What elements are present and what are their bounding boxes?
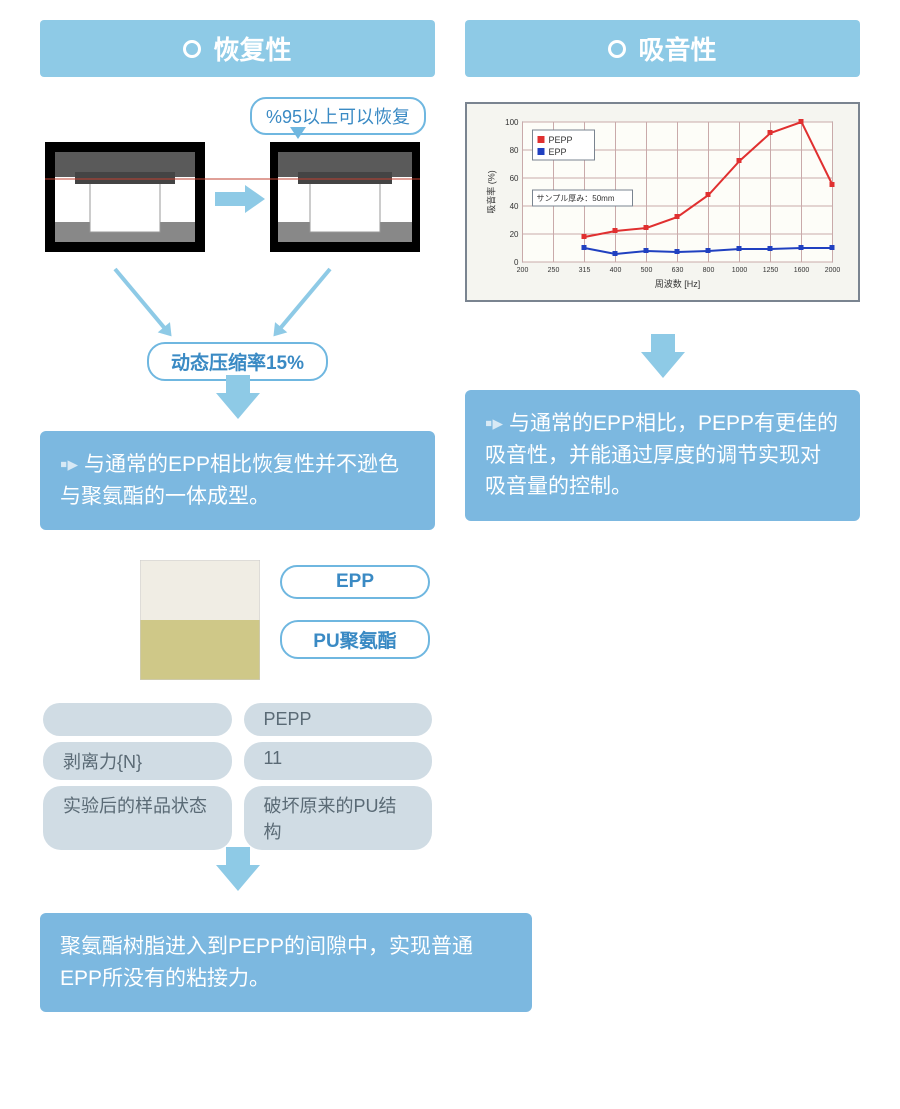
chart-sample-label: サンプル厚み：50mm [537, 194, 615, 203]
table-r2c1: 破坏原来的PU结构 [244, 786, 433, 850]
chart-ylabel: 吸音率 (%) [486, 170, 497, 214]
material-swatch-icon [140, 560, 260, 680]
svg-text:200: 200 [517, 267, 529, 274]
table-r2c0: 实验后的样品状态 [43, 786, 232, 850]
header-absorption: 吸音性 [465, 20, 860, 77]
arrow-diag-left-icon [113, 268, 167, 332]
right-description-box: ▪▸与通常的EPP相比，PEPP有更佳的吸音性，并能通过厚度的调节实现对吸音量的… [465, 390, 860, 521]
svg-text:20: 20 [510, 230, 519, 239]
mat-top-label: EPP [280, 565, 430, 599]
header-recovery: 恢复性 [40, 20, 435, 77]
table-r1c1: 11 [244, 742, 433, 780]
bottom-description: 聚氨酯树脂进入到PEPP的间隙中，实现普通EPP所没有的粘接力。 [60, 935, 473, 990]
svg-text:60: 60 [510, 174, 519, 183]
left-description-box: ▪▸与通常的EPP相比恢复性并不逊色与聚氨酯的一体成型。 [40, 431, 435, 530]
svg-text:630: 630 [672, 267, 684, 274]
right-column: 吸音性 [465, 20, 860, 903]
table-r1c0: 剥离力{N} [43, 742, 232, 780]
svg-text:80: 80 [510, 146, 519, 155]
svg-text:1250: 1250 [763, 267, 779, 274]
svg-text:800: 800 [703, 267, 715, 274]
svg-text:1600: 1600 [794, 267, 810, 274]
svg-text:PEPP: PEPP [549, 135, 573, 145]
svg-text:0: 0 [514, 258, 519, 267]
header-recovery-text: 恢复性 [213, 30, 291, 67]
circle-icon-2 [608, 40, 626, 58]
chart-svg-icon: 0 20 40 60 80 100 200 250 315 400 500 630 8… [475, 112, 850, 292]
arrow-down-2-icon [216, 865, 260, 891]
left-column: 恢复性 %95以上可以恢复 [40, 20, 435, 903]
svg-text:250: 250 [548, 267, 560, 274]
material-sample: EPP PU聚氨酯 [40, 550, 435, 700]
svg-text:EPP: EPP [549, 147, 567, 157]
svg-text:2000: 2000 [825, 267, 841, 274]
bullet-arrow-icon: ▪▸ [60, 449, 78, 481]
svg-text:500: 500 [641, 267, 653, 274]
bullet-arrow-icon-2: ▪▸ [485, 408, 503, 440]
svg-text:1000: 1000 [732, 267, 748, 274]
header-absorption-text: 吸音性 [638, 30, 716, 67]
svg-text:100: 100 [505, 118, 519, 127]
main-columns: 恢复性 %95以上可以恢复 [40, 20, 860, 903]
chart-xlabel: 周波数 [Hz] [655, 278, 701, 289]
compression-frames-icon [40, 137, 420, 267]
bottom-description-box: 聚氨酯树脂进入到PEPP的间隙中，实现普通EPP所没有的粘接力。 [40, 913, 532, 1012]
table-r0c0 [43, 703, 232, 736]
table-r0c1: PEPP [244, 703, 433, 736]
arrow-down-right-icon [641, 352, 685, 378]
circle-icon [183, 40, 201, 58]
recovery-diagram: %95以上可以恢复 [40, 102, 435, 322]
absorption-chart: 0 20 40 60 80 100 200 250 315 400 500 630 8… [465, 102, 860, 302]
svg-text:40: 40 [510, 202, 519, 211]
data-table: PEPP 剥离力{N} 11 实验后的样品状态 破坏原来的PU结构 [40, 700, 435, 853]
arrow-diag-right-icon [277, 268, 331, 332]
left-description: 与通常的EPP相比恢复性并不逊色与聚氨酯的一体成型。 [60, 453, 399, 508]
arrow-down-icon [216, 393, 260, 419]
svg-text:315: 315 [579, 267, 591, 274]
callout-recovery: %95以上可以恢复 [250, 97, 426, 135]
mat-bottom-label: PU聚氨酯 [280, 620, 430, 659]
svg-text:400: 400 [610, 267, 622, 274]
right-description: 与通常的EPP相比，PEPP有更佳的吸音性，并能通过厚度的调节实现对吸音量的控制… [485, 412, 838, 498]
